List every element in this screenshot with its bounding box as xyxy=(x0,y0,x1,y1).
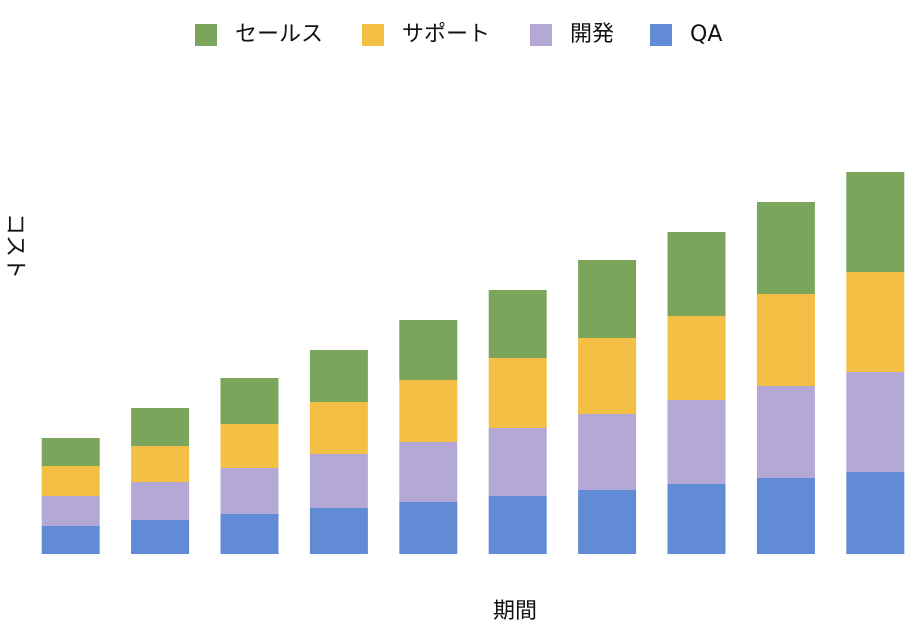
bar-segment xyxy=(220,424,279,468)
bar-segment xyxy=(756,202,815,294)
bar-segment xyxy=(309,454,368,508)
bar-segment xyxy=(488,496,547,554)
legend-swatch xyxy=(530,24,552,46)
bar-segment xyxy=(309,508,368,554)
bar-segment xyxy=(846,272,905,372)
bar-segment xyxy=(846,372,905,472)
bar-segment xyxy=(756,386,815,478)
bar-segment xyxy=(667,400,726,484)
bar-segment xyxy=(399,320,458,380)
bar-segment xyxy=(131,482,190,520)
bar-segment xyxy=(488,290,547,358)
bar-segment xyxy=(41,496,100,526)
bar-segment xyxy=(220,468,279,514)
bar-segment xyxy=(488,358,547,428)
bar-segment xyxy=(309,402,368,454)
y-axis-label: コスト xyxy=(2,213,27,279)
bar-segment xyxy=(220,378,279,424)
legend-swatch xyxy=(195,24,217,46)
bar-segment xyxy=(667,316,726,400)
bar-segment xyxy=(309,350,368,402)
bar-segment xyxy=(756,478,815,554)
bar-segment xyxy=(756,294,815,386)
legend-label: QA xyxy=(690,22,722,47)
x-axis-label: 期間 xyxy=(493,599,537,624)
legend-label: 開発 xyxy=(570,22,614,47)
bar-segment xyxy=(220,514,279,554)
legend-label: セールス xyxy=(235,22,323,47)
bar-segment xyxy=(131,520,190,554)
bar-segment xyxy=(578,338,637,414)
legend-label: サポート xyxy=(402,22,490,47)
bar-segment xyxy=(488,428,547,496)
bar-segment xyxy=(131,408,190,446)
bar-segment xyxy=(399,502,458,554)
bar-segment xyxy=(41,438,100,466)
bar-segment xyxy=(131,446,190,482)
legend-swatch xyxy=(362,24,384,46)
bar-segment xyxy=(399,442,458,502)
bar-segment xyxy=(41,526,100,554)
bar-segment xyxy=(578,260,637,338)
bar-segment xyxy=(41,466,100,496)
legend-swatch xyxy=(650,24,672,46)
bar-segment xyxy=(578,490,637,554)
bar-segment xyxy=(846,472,905,554)
bar-segment xyxy=(667,484,726,554)
bar-segment xyxy=(667,232,726,316)
bar-segment xyxy=(846,172,905,272)
bar-segment xyxy=(578,414,637,490)
bar-segment xyxy=(399,380,458,442)
